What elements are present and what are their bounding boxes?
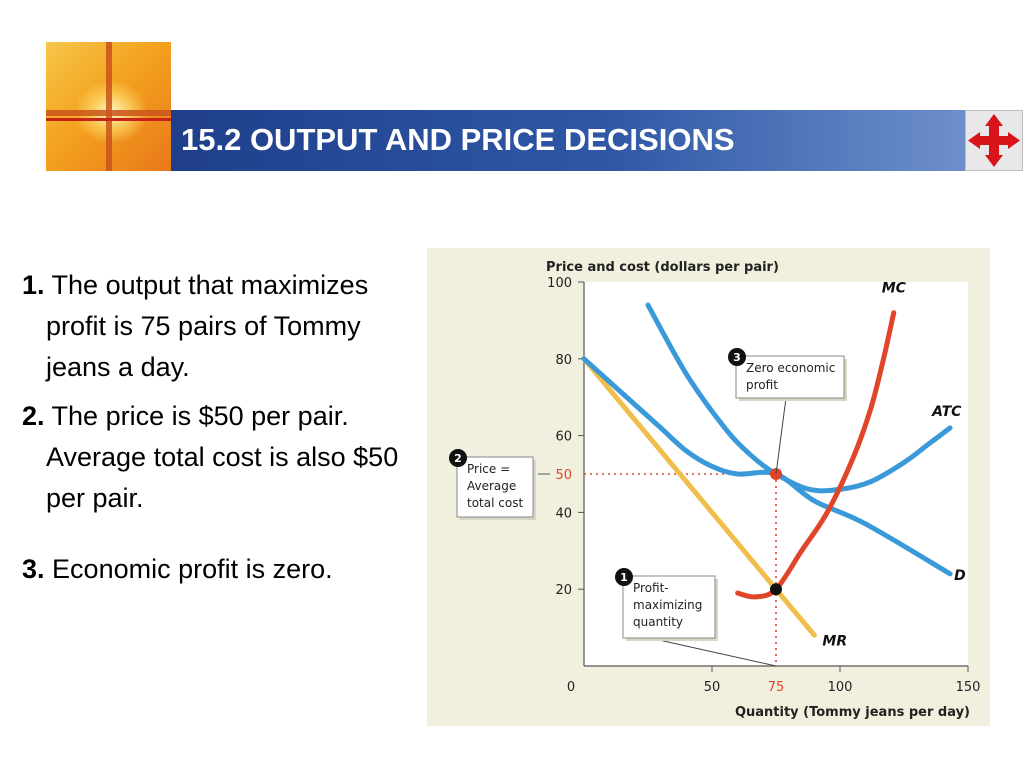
bullet-point-2: 2. The price is $50 per pair. Average to… — [22, 396, 407, 519]
callout-text: Price = — [467, 462, 510, 476]
series-label-mr: MR — [822, 633, 847, 649]
x-tick-label: 75 — [768, 680, 785, 695]
bullet-number: 1. — [22, 270, 45, 300]
series-label-d: D — [954, 568, 966, 584]
navigation-button[interactable] — [965, 110, 1023, 171]
logo-red-line — [46, 118, 171, 121]
y-tick-label: 50 — [555, 468, 572, 483]
logo-cross-horizontal — [46, 110, 171, 116]
y-tick-label: 20 — [555, 583, 572, 598]
y-tick-label: 60 — [555, 430, 572, 445]
callout-box — [456, 456, 534, 518]
y-tick-label: 100 — [547, 276, 572, 291]
callout-text: total cost — [467, 496, 523, 510]
series-label-mc: MC — [882, 281, 907, 297]
bullet-number: 2. — [22, 401, 45, 431]
callout-number-badge — [615, 568, 633, 586]
callout-number: 1 — [620, 571, 628, 584]
series-line-d — [581, 356, 953, 577]
slide-title: 15.2 OUTPUT AND PRICE DECISIONS — [181, 122, 735, 157]
bullet-list: 1. The output that maximizes profit is 7… — [22, 265, 407, 590]
x-tick-label: 50 — [704, 680, 721, 695]
x-tick-label: 150 — [956, 680, 981, 695]
series-line-mc — [735, 310, 897, 600]
callout-leader — [775, 397, 787, 475]
bullet-text: The output that maximizes profit is 75 p… — [46, 270, 369, 382]
x-tick-label: 100 — [828, 680, 853, 695]
callout-text: maximizing — [633, 598, 702, 612]
logo-cross-vertical — [106, 42, 112, 171]
bullet-text: Economic profit is zero. — [52, 554, 333, 584]
callout-number-badge — [449, 449, 467, 467]
callout-box — [622, 575, 716, 639]
callout-text: profit — [746, 378, 778, 392]
bullet-text: The price is $50 per pair. Average total… — [46, 401, 399, 513]
data-point — [770, 583, 782, 596]
four-arrows-icon — [968, 114, 1020, 167]
bullet-point-1: 1. The output that maximizes profit is 7… — [22, 265, 407, 388]
callout-text: Zero economic — [746, 361, 835, 375]
callout-box — [735, 355, 845, 399]
callout-number-badge — [728, 348, 746, 366]
callout-text: Profit- — [633, 581, 669, 595]
y-tick-label: 80 — [555, 353, 572, 368]
series-label-atc: ATC — [931, 404, 962, 420]
callout-leader — [649, 637, 777, 667]
series-line-atc — [645, 302, 953, 494]
x-tick-label: 0 — [567, 680, 575, 695]
callout-text: Average — [467, 479, 516, 493]
title-banner: 15.2 OUTPUT AND PRICE DECISIONS — [171, 110, 965, 171]
bullet-number: 3. — [22, 554, 45, 584]
y-axis-label: Price and cost (dollars per pair) — [546, 260, 779, 275]
bullet-point-3: 3. Economic profit is zero. — [22, 549, 407, 590]
callout-text: quantity — [633, 615, 683, 629]
slide-logo — [46, 42, 171, 171]
callout-number: 3 — [733, 351, 741, 364]
y-tick-label: 40 — [555, 506, 572, 521]
callout-number: 2 — [454, 452, 462, 465]
x-axis-label: Quantity (Tommy jeans per day) — [735, 705, 970, 720]
